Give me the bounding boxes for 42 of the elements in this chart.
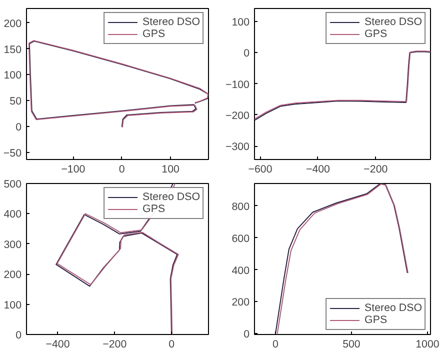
y-tick-label: 100: [4, 299, 22, 312]
y-tick-label: 100: [4, 70, 22, 82]
y-tick-label: 0: [16, 121, 22, 134]
x-tick-label: 100: [162, 164, 180, 176]
x-tick-label: 0: [118, 164, 125, 176]
legend-label: Stereo DSO: [364, 16, 422, 28]
y-tick-label: 500: [4, 178, 22, 190]
y-tick-label: 100: [232, 16, 250, 29]
x-tick-label: −400: [306, 164, 330, 176]
x-tick-label: −100: [61, 164, 86, 176]
y-tick-label: −200: [225, 110, 250, 122]
y-tick-label: 200: [4, 269, 22, 282]
y-tick-label: 400: [232, 264, 250, 277]
legend-label: GPS: [142, 28, 166, 40]
legend-label: Stereo DSO: [142, 191, 200, 203]
y-tick-label: −300: [225, 141, 250, 154]
y-tick-label: −100: [225, 78, 250, 91]
y-tick-label: 0: [244, 48, 250, 60]
y-tick-label: 0: [244, 328, 250, 341]
y-tick-label: 200: [232, 296, 250, 309]
x-tick-label: −200: [102, 338, 127, 350]
x-tick-label: 0: [272, 338, 279, 350]
y-tick-label: 0: [16, 330, 22, 342]
legend-label: GPS: [142, 203, 166, 215]
x-tick-label: 1000: [416, 338, 440, 350]
y-tick-label: 50: [10, 96, 22, 108]
y-tick-label: 200: [4, 18, 22, 30]
legend-label: Stereo DSO: [142, 16, 200, 28]
x-tick-label: 0: [168, 338, 175, 350]
y-tick-label: 400: [4, 208, 22, 221]
legend-label: GPS: [364, 28, 388, 40]
x-tick-label: 500: [342, 338, 360, 350]
y-tick-label: 800: [232, 200, 250, 213]
y-tick-label: 600: [232, 232, 250, 245]
y-tick-label: −50: [3, 147, 22, 160]
y-tick-label: 150: [4, 44, 22, 56]
x-tick-label: −200: [364, 164, 388, 176]
legend-label: GPS: [364, 314, 388, 326]
legend-label: Stereo DSO: [364, 302, 422, 314]
x-tick-label: −600: [248, 164, 272, 176]
x-tick-label: −400: [46, 338, 70, 350]
y-tick-label: 300: [4, 238, 22, 251]
